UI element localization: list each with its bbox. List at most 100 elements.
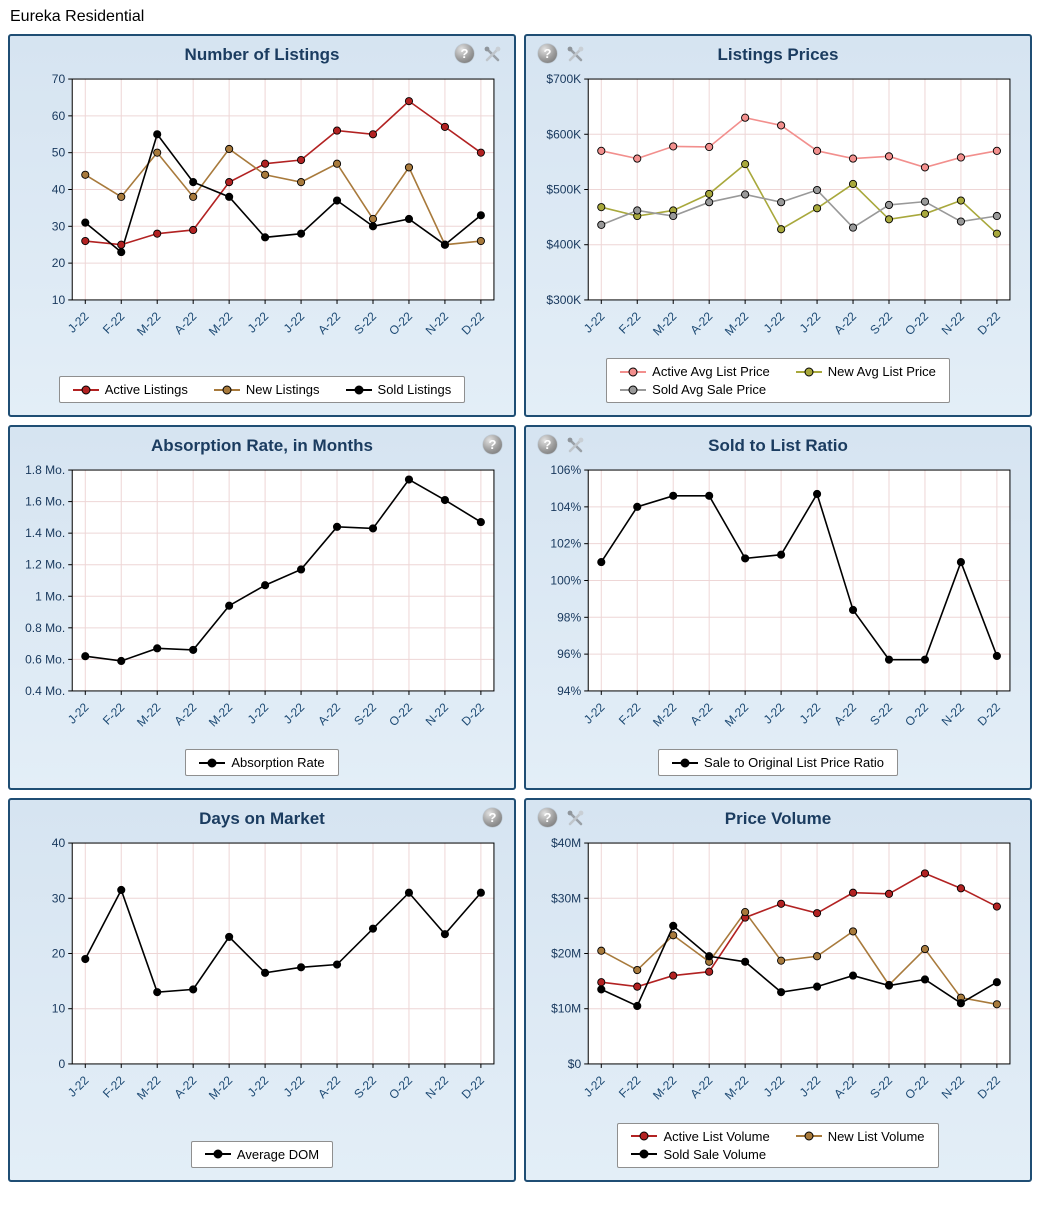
- svg-text:A-22: A-22: [831, 700, 859, 728]
- tools-icon[interactable]: [566, 435, 585, 454]
- tools-icon[interactable]: [566, 808, 585, 827]
- panel-listings-prices: ? Listings Prices $300K $400K $500K $600K $7…: [524, 34, 1032, 418]
- svg-text:F-22: F-22: [616, 309, 644, 337]
- svg-text:A-22: A-22: [831, 1073, 859, 1101]
- svg-text:J-22: J-22: [581, 1073, 608, 1100]
- legend-label: Absorption Rate: [231, 755, 325, 771]
- panel-title-price-volume: Price Volume: [724, 809, 832, 829]
- help-icon[interactable]: ?: [538, 44, 557, 63]
- svg-text:M-22: M-22: [206, 1073, 236, 1103]
- svg-text:10: 10: [52, 293, 66, 307]
- svg-text:S-22: S-22: [867, 700, 895, 728]
- svg-text:70: 70: [52, 72, 66, 86]
- help-icon[interactable]: ?: [538, 808, 557, 828]
- legend-item-new-avg-list-price[interactable]: New Avg List Price: [795, 364, 936, 379]
- legend-label: Sold Avg Sale Price: [652, 382, 767, 398]
- svg-text:D-22: D-22: [459, 309, 488, 338]
- svg-text:O-22: O-22: [386, 1073, 415, 1102]
- panel-icons: ?: [538, 435, 585, 455]
- legend-row: Active Listings New Listings Sold Listings: [72, 382, 451, 398]
- legend-item-sold-sale-volume[interactable]: Sold Sale Volume: [631, 1147, 766, 1162]
- legend-label: Average DOM: [236, 1146, 320, 1162]
- svg-text:94%: 94%: [557, 684, 581, 698]
- svg-text:A-22: A-22: [315, 700, 343, 728]
- svg-text:M-22: M-22: [650, 309, 680, 339]
- legend-label: Active List Volume: [663, 1128, 770, 1144]
- svg-text:J-22: J-22: [65, 700, 92, 727]
- svg-text:D-22: D-22: [975, 1073, 1004, 1102]
- help-icon[interactable]: ?: [483, 435, 502, 455]
- legend-sold-to-list-ratio: Sale to Original List Price Ratio: [658, 749, 898, 777]
- tools-icon[interactable]: [483, 44, 502, 63]
- svg-text:N-22: N-22: [939, 309, 968, 338]
- svg-text:J-22: J-22: [245, 1073, 272, 1100]
- legend-marker-icon: [620, 385, 647, 395]
- legend-absorption-rate: Absorption Rate: [185, 749, 339, 777]
- panel-price-volume: ? Price Volume $0 $10M $20M $30M $40M J-22 F-2…: [524, 798, 1032, 1182]
- legend-label: Active Listings: [104, 382, 188, 398]
- svg-text:J-22: J-22: [797, 700, 824, 727]
- svg-text:M-22: M-22: [722, 309, 752, 339]
- svg-text:$400K: $400K: [546, 238, 581, 252]
- legend-label: Active Avg List Price: [652, 364, 770, 380]
- legend-item-average-dom[interactable]: Average DOM: [204, 1146, 320, 1162]
- legend-item-sale-to-original-list-price-ratio[interactable]: Sale to Original List Price Ratio: [672, 755, 884, 770]
- svg-text:J-22: J-22: [245, 309, 272, 336]
- legend-item-active-listings[interactable]: Active Listings: [72, 382, 188, 398]
- legend-number-of-listings: Active Listings New Listings Sold Listings: [58, 376, 466, 404]
- svg-text:J-22: J-22: [581, 309, 608, 336]
- help-icon[interactable]: ?: [538, 435, 557, 455]
- svg-text:F-22: F-22: [616, 1073, 644, 1101]
- svg-text:20: 20: [52, 256, 66, 270]
- svg-text:$30M: $30M: [551, 892, 581, 906]
- legend-item-absorption-rate[interactable]: Absorption Rate: [199, 755, 325, 771]
- svg-text:30: 30: [52, 219, 66, 233]
- svg-text:M-22: M-22: [134, 700, 164, 730]
- svg-text:S-22: S-22: [867, 309, 895, 337]
- svg-text:1.6 Mo.: 1.6 Mo.: [25, 495, 65, 509]
- legend-item-sold-avg-sale-price[interactable]: Sold Avg Sale Price: [620, 382, 766, 397]
- svg-text:M-22: M-22: [134, 1073, 164, 1103]
- panel-icons: ?: [483, 435, 502, 455]
- svg-text:40: 40: [52, 836, 66, 850]
- panel-title-absorption-rate: Absorption Rate, in Months: [151, 436, 373, 456]
- svg-text:F-22: F-22: [100, 700, 128, 728]
- help-icon[interactable]: ?: [455, 44, 474, 63]
- svg-text:F-22: F-22: [100, 1073, 128, 1101]
- legend-days-on-market: Average DOM: [190, 1140, 334, 1168]
- svg-text:O-22: O-22: [902, 309, 931, 338]
- legend-marker-icon: [204, 1149, 231, 1159]
- legend-marker-icon: [795, 1131, 822, 1141]
- chart-absorption-rate: 0.4 Mo. 0.6 Mo. 0.8 Mo. 1 Mo. 1.2 Mo. 1.4 Mo.…: [25, 463, 495, 730]
- legend-item-new-list-volume[interactable]: New List Volume: [795, 1129, 925, 1144]
- legend-item-new-listings[interactable]: New Listings: [213, 382, 320, 397]
- help-icon[interactable]: ?: [483, 808, 502, 828]
- svg-text:100%: 100%: [550, 574, 581, 588]
- svg-text:$0: $0: [568, 1057, 582, 1071]
- svg-text:M-22: M-22: [134, 309, 164, 339]
- svg-text:A-22: A-22: [171, 1073, 199, 1101]
- svg-text:J-22: J-22: [761, 1073, 788, 1100]
- svg-text:A-22: A-22: [171, 309, 199, 337]
- svg-text:D-22: D-22: [459, 700, 488, 729]
- tools-icon[interactable]: [566, 44, 585, 63]
- svg-text:M-22: M-22: [650, 700, 680, 730]
- svg-text:N-22: N-22: [423, 1073, 452, 1102]
- svg-text:A-22: A-22: [687, 700, 715, 728]
- svg-text:N-22: N-22: [939, 1073, 968, 1102]
- legend-label: Sale to Original List Price Ratio: [704, 755, 884, 771]
- legend-item-active-avg-list-price[interactable]: Active Avg List Price: [620, 364, 770, 379]
- legend-marker-icon: [213, 385, 240, 395]
- svg-text:J-22: J-22: [281, 1073, 308, 1100]
- legend-item-active-list-volume[interactable]: Active List Volume: [631, 1128, 770, 1144]
- svg-text:1.2 Mo.: 1.2 Mo.: [25, 558, 65, 572]
- legend-marker-icon: [345, 385, 372, 395]
- svg-text:O-22: O-22: [386, 309, 415, 338]
- legend-item-sold-listings[interactable]: Sold Listings: [345, 382, 451, 397]
- svg-text:30: 30: [52, 892, 66, 906]
- panel-days-on-market: ? Days on Market 0 10 20 30 40 J-22 F-22 M-22 A-…: [8, 798, 516, 1182]
- legend-row: Sold Avg Sale Price: [620, 382, 936, 397]
- svg-text:1 Mo.: 1 Mo.: [35, 589, 65, 603]
